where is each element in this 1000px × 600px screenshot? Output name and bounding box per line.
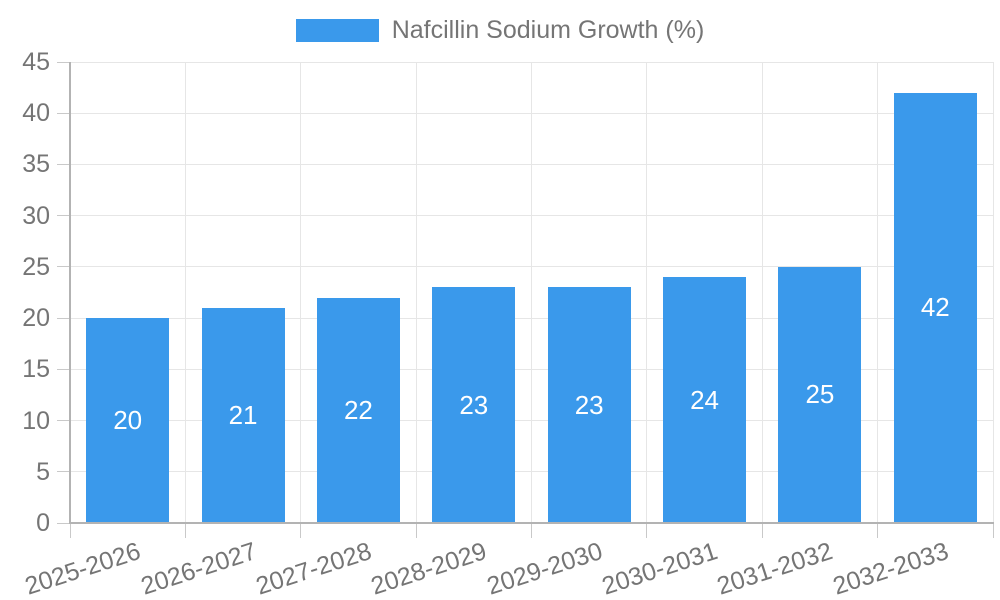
y-axis-tick xyxy=(57,522,70,524)
y-axis-tick-label: 30 xyxy=(22,201,50,230)
x-axis-tick xyxy=(877,523,879,538)
gridline-vertical xyxy=(184,62,186,523)
x-axis-tick xyxy=(300,523,302,538)
x-axis-line xyxy=(69,522,994,524)
gridline-vertical xyxy=(531,62,532,523)
legend-label: Nafcillin Sodium Growth (%) xyxy=(391,16,705,44)
x-axis-tick xyxy=(184,523,186,538)
y-axis-tick xyxy=(57,368,70,370)
y-axis-tick-label: 10 xyxy=(22,406,50,435)
bar[interactable]: 42 xyxy=(893,92,977,522)
x-axis-tick xyxy=(646,523,648,538)
y-axis-tick-label: 15 xyxy=(22,355,50,384)
y-axis-tick xyxy=(57,163,70,165)
y-axis-tick xyxy=(57,266,70,268)
bar-value-label: 25 xyxy=(805,379,835,410)
x-axis-tick-label: 2027-2028 xyxy=(252,537,375,600)
x-axis-tick-label: 2028-2029 xyxy=(367,537,491,600)
bar[interactable]: 23 xyxy=(432,287,516,522)
bar-value-label: 23 xyxy=(459,389,489,420)
bar[interactable]: 25 xyxy=(778,266,862,522)
y-axis-tick-label: 20 xyxy=(22,304,50,333)
x-axis-tick xyxy=(531,523,532,538)
x-axis-tick-label: 2026-2027 xyxy=(137,537,260,600)
x-axis-tick-label: 2030-2031 xyxy=(598,537,721,600)
y-axis-tick-label: 5 xyxy=(36,457,50,486)
bar-value-label: 21 xyxy=(228,399,258,430)
bar-value-label: 42 xyxy=(920,292,950,323)
x-axis-tick-label: 2031-2032 xyxy=(713,537,837,600)
y-axis-tick-label: 35 xyxy=(22,150,50,179)
x-axis-tick xyxy=(992,523,994,538)
bar-value-label: 24 xyxy=(690,384,720,415)
bar[interactable]: 21 xyxy=(201,307,285,522)
y-axis-tick xyxy=(57,471,70,473)
y-axis-tick-label: 45 xyxy=(22,48,50,76)
x-axis-tick-label: 2029-2030 xyxy=(483,537,606,600)
x-axis-tick-label: 2032-2033 xyxy=(829,537,952,600)
gridline-vertical xyxy=(300,62,302,523)
x-axis-tick xyxy=(415,523,417,538)
x-axis-tick xyxy=(69,523,71,538)
y-axis-tick-label: 0 xyxy=(36,509,50,537)
gridline-vertical xyxy=(877,62,879,523)
bar-value-label: 23 xyxy=(574,389,604,420)
bar-value-label: 22 xyxy=(343,394,373,425)
y-axis-tick-label: 40 xyxy=(22,99,50,128)
y-axis-tick xyxy=(57,317,70,319)
gridline-vertical xyxy=(761,62,763,523)
y-axis-tick xyxy=(57,112,70,114)
y-axis-tick xyxy=(57,215,70,217)
y-axis-tick xyxy=(57,61,70,63)
gridline-vertical xyxy=(646,62,648,523)
bar-value-label: 20 xyxy=(113,405,143,436)
bar[interactable]: 24 xyxy=(663,277,747,522)
x-axis-tick xyxy=(761,523,763,538)
legend-swatch xyxy=(295,19,379,42)
y-axis-tick-label: 25 xyxy=(22,252,50,281)
gridline-vertical xyxy=(415,62,417,523)
chart-legend[interactable]: Nafcillin Sodium Growth (%) xyxy=(0,17,1000,44)
gridline-vertical xyxy=(992,62,994,523)
bar[interactable]: 20 xyxy=(86,318,170,522)
bar[interactable]: 23 xyxy=(547,287,631,522)
y-axis-tick xyxy=(57,420,70,422)
y-axis-line xyxy=(69,62,71,524)
x-axis-tick-label: 2025-2026 xyxy=(21,537,145,600)
bar[interactable]: 22 xyxy=(316,297,400,522)
